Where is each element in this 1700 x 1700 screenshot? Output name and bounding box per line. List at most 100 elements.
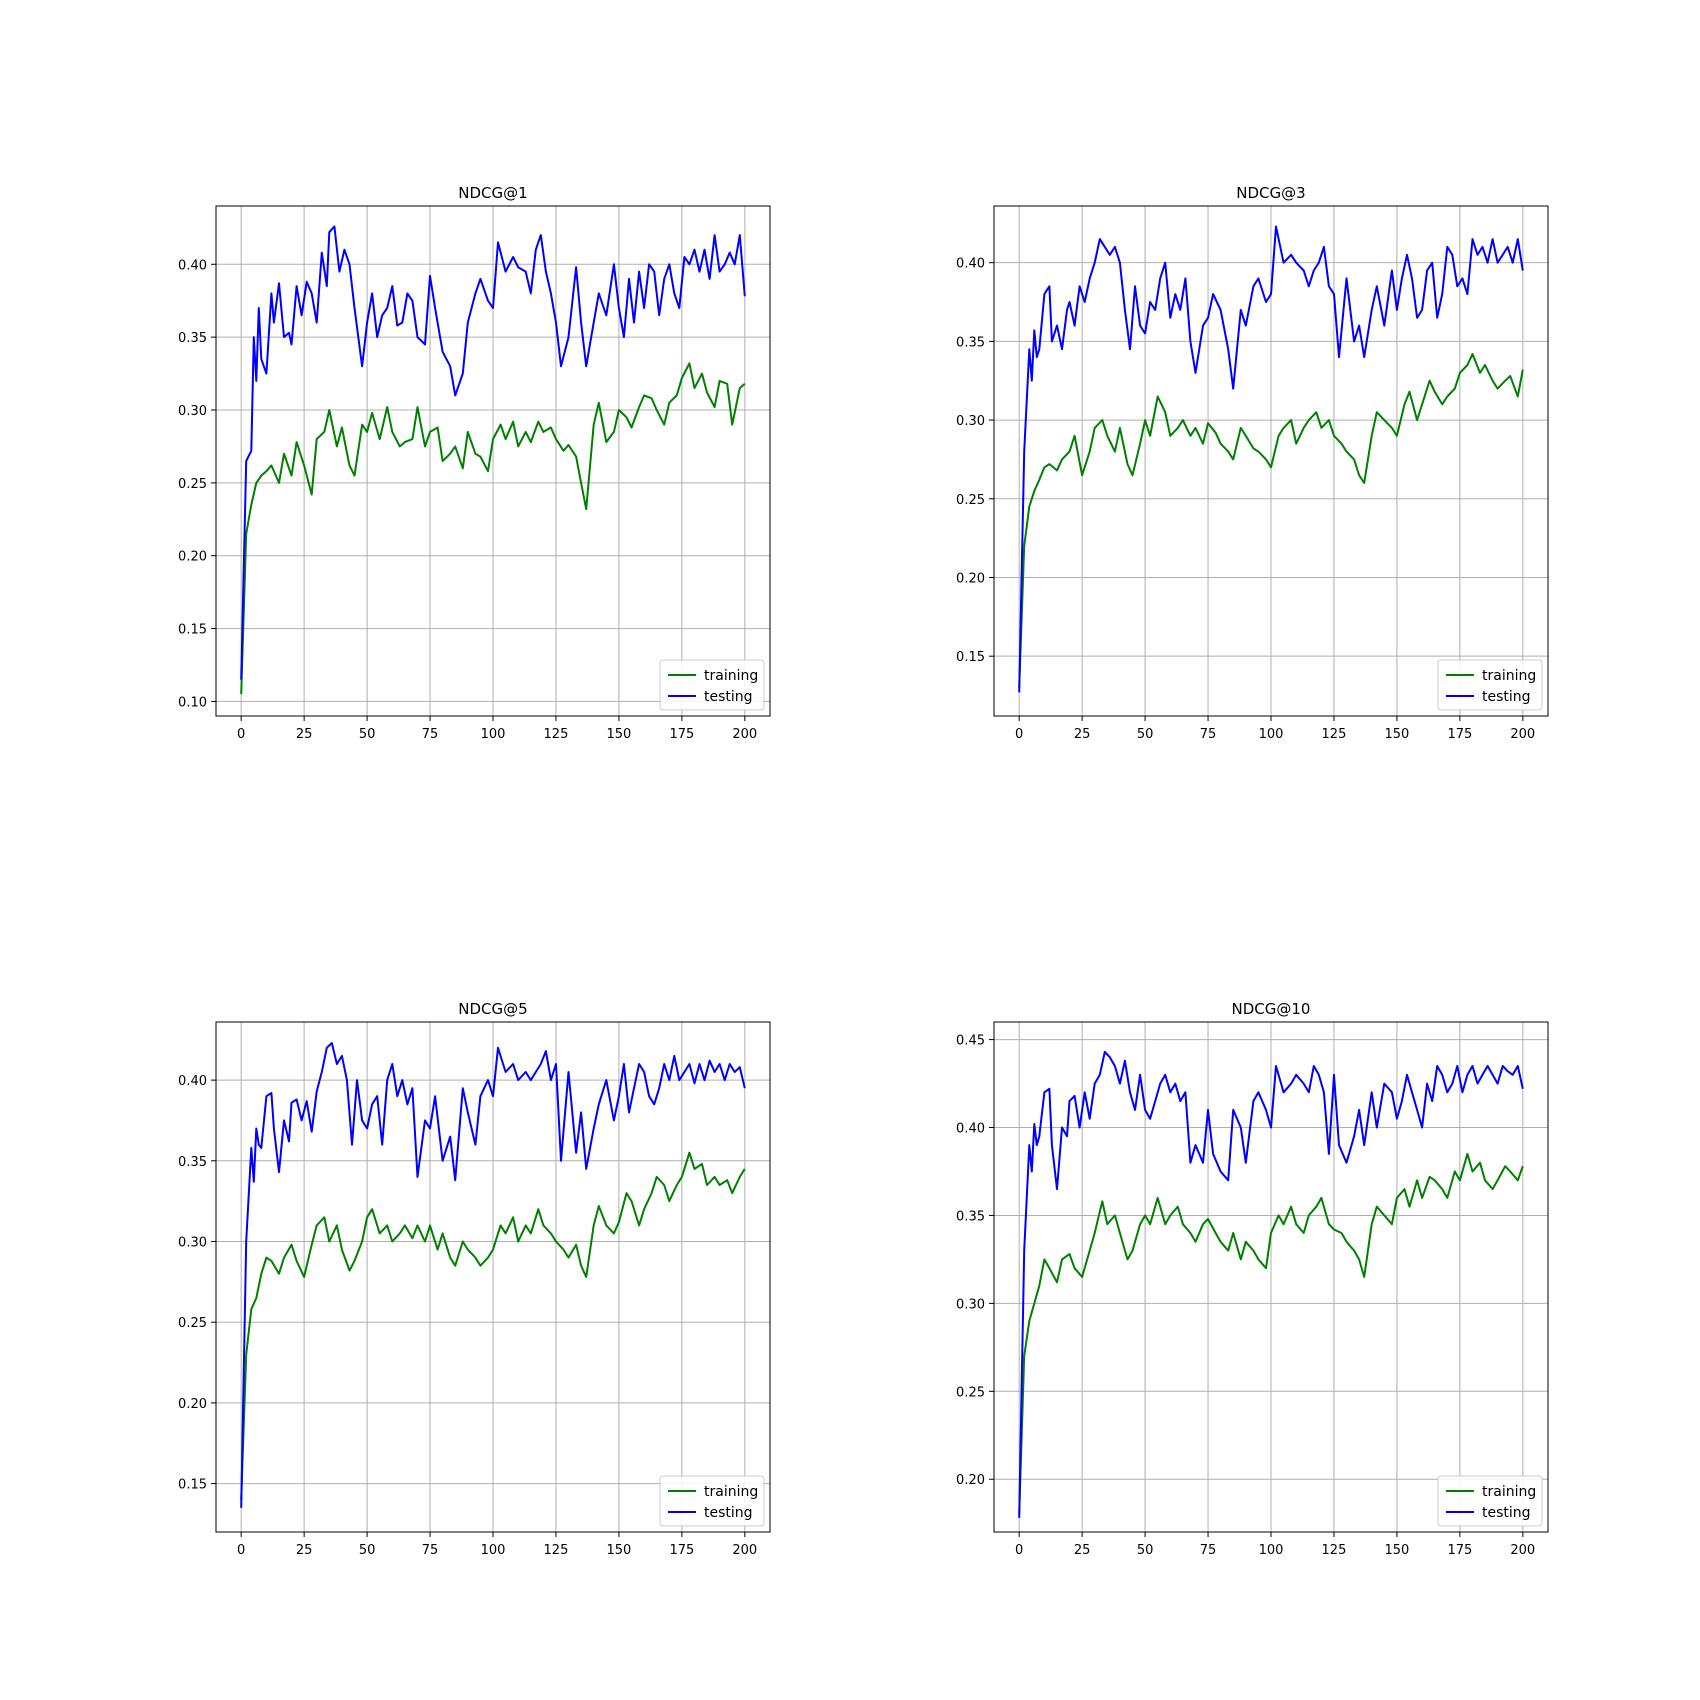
x-tick-label: 200 (1510, 1543, 1535, 1558)
legend-box (1437, 1475, 1543, 1527)
axes-frame (993, 205, 1549, 717)
legend-label-testing: testing (704, 1505, 753, 1521)
x-tick-label: 200 (732, 727, 757, 742)
x-tick-label: 150 (1384, 727, 1409, 742)
x-tick-label: 200 (732, 1543, 757, 1558)
legend-label-training: training (1482, 1484, 1536, 1500)
series-line-testing (240, 225, 746, 680)
grid (216, 206, 770, 716)
x-tick-label: 75 (1200, 1543, 1217, 1558)
y-tick-label: 0.40 (178, 258, 207, 273)
axes-frame (993, 1021, 1549, 1533)
chart-title: NDCG@3 (1236, 184, 1305, 202)
x-tick-label: 100 (1259, 727, 1284, 742)
legend-label-training: training (704, 668, 758, 684)
x-tick-label: 75 (422, 1543, 439, 1558)
x-tick-label: 25 (1074, 727, 1091, 742)
x-tick-label: 150 (606, 1543, 631, 1558)
grid (994, 1022, 1548, 1532)
y-tick-label: 0.15 (178, 623, 207, 638)
y-tick-label: 0.20 (956, 1473, 985, 1488)
x-tick-label: 50 (359, 1543, 376, 1558)
subplot-ndcg-10: 0 25 50 75 100 125 150 175 200 0.20 0.25 0.30 0.35 0.… (956, 1000, 1549, 1558)
x-tick-label: 50 (359, 727, 376, 742)
x-tick-label: 125 (1322, 727, 1347, 742)
y-tick-label: 0.40 (178, 1074, 207, 1089)
legend: training testing (1437, 1475, 1543, 1527)
legend: training testing (659, 1475, 765, 1527)
x-tick-label: 175 (669, 1543, 694, 1558)
legend-label-training: training (704, 1484, 758, 1500)
y-tick-label: 0.20 (178, 550, 207, 565)
x-tick-label: 50 (1137, 1543, 1154, 1558)
series-line-training (240, 362, 746, 695)
x-tick-label: 125 (544, 727, 569, 742)
series-line-training (1018, 353, 1524, 688)
x-tick-label: 125 (1322, 1543, 1347, 1558)
legend-box (1437, 659, 1543, 711)
series-line-training (1018, 1152, 1524, 1515)
legend-label-testing: testing (1482, 689, 1531, 705)
y-tick-label: 0.30 (178, 404, 207, 419)
legend-label-training: training (1482, 668, 1536, 684)
x-tick-label: 0 (237, 727, 245, 742)
chart-title: NDCG@1 (458, 184, 527, 202)
x-tick-label: 100 (481, 727, 506, 742)
x-tick-label: 175 (669, 727, 694, 742)
x-tick-label: 100 (481, 1543, 506, 1558)
y-tick-label: 0.35 (178, 1155, 207, 1170)
legend-box (659, 1475, 765, 1527)
x-tick-label: 175 (1447, 1543, 1472, 1558)
y-tick-label: 0.35 (956, 1209, 985, 1224)
y-tick-label: 0.30 (956, 1297, 985, 1312)
y-tick-label: 0.45 (956, 1034, 985, 1049)
y-tick-label: 0.15 (956, 650, 985, 665)
subplot-ndcg-5: 0 25 50 75 100 125 150 175 200 0.15 0.20 0.25 0.30 0.… (178, 1000, 771, 1558)
x-tick-label: 25 (296, 1543, 313, 1558)
y-tick-label: 0.10 (178, 695, 207, 710)
y-tick-label: 0.25 (178, 477, 207, 492)
x-tick-label: 150 (606, 727, 631, 742)
series-line-testing (240, 1042, 746, 1508)
y-tick-label: 0.30 (956, 414, 985, 429)
x-tick-label: 25 (296, 727, 313, 742)
legend-label-testing: testing (704, 689, 753, 705)
x-tick-label: 175 (1447, 727, 1472, 742)
y-tick-label: 0.40 (956, 257, 985, 272)
y-tick-label: 0.25 (956, 1385, 985, 1400)
subplot-ndcg-3: 0 25 50 75 100 125 150 175 200 0.15 0.20 0.25 0.30 0.… (956, 184, 1549, 742)
y-tick-label: 0.15 (178, 1478, 207, 1493)
series-line-training (240, 1151, 746, 1500)
chart-title: NDCG@5 (458, 1000, 527, 1018)
legend-box (659, 659, 765, 711)
chart-title: NDCG@10 (1232, 1000, 1311, 1018)
y-tick-label: 0.25 (178, 1316, 207, 1331)
y-tick-label: 0.40 (956, 1122, 985, 1137)
y-tick-label: 0.25 (956, 493, 985, 508)
x-tick-label: 0 (1015, 1543, 1023, 1558)
axes-frame (215, 1021, 771, 1533)
subplot-ndcg-1: 0 25 50 75 100 125 150 175 200 0.10 0.15 0.20 0.25 0.… (178, 184, 771, 742)
series-line-testing (1018, 225, 1524, 693)
grid (994, 206, 1548, 716)
legend-label-testing: testing (1482, 1505, 1531, 1521)
x-tick-label: 150 (1384, 1543, 1409, 1558)
x-tick-label: 50 (1137, 727, 1154, 742)
y-tick-label: 0.20 (178, 1397, 207, 1412)
legend: training testing (1437, 659, 1543, 711)
grid (216, 1022, 770, 1532)
x-tick-label: 25 (1074, 1543, 1091, 1558)
x-tick-label: 200 (1510, 727, 1535, 742)
axes-frame (215, 205, 771, 717)
x-tick-label: 75 (422, 727, 439, 742)
y-tick-label: 0.30 (178, 1235, 207, 1250)
x-tick-label: 100 (1259, 1543, 1284, 1558)
y-tick-label: 0.20 (956, 571, 985, 586)
x-tick-label: 0 (237, 1543, 245, 1558)
legend: training testing (659, 659, 765, 711)
series-line-testing (1018, 1050, 1524, 1518)
y-tick-label: 0.35 (956, 335, 985, 350)
y-tick-label: 0.35 (178, 331, 207, 346)
x-tick-label: 125 (544, 1543, 569, 1558)
